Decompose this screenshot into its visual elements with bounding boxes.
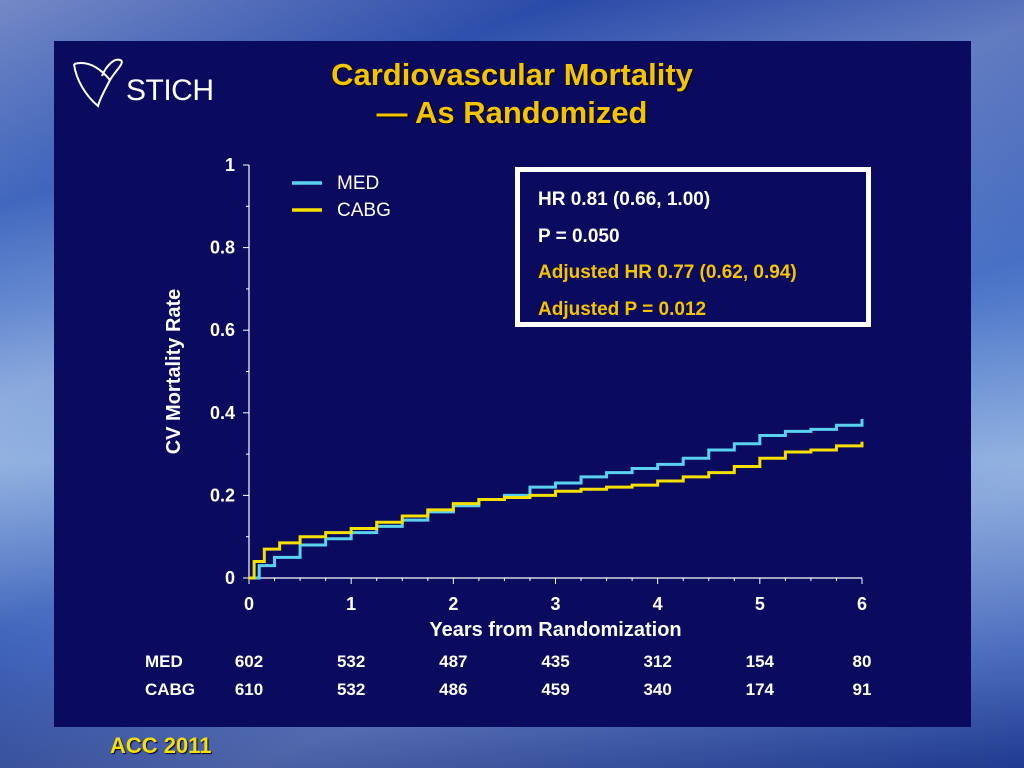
title-line-2: — As Randomized	[376, 95, 648, 130]
risk-table-row-label: MED	[145, 652, 183, 671]
risk-table-cell: 487	[439, 652, 467, 671]
legend-label-cabg: CABG	[337, 200, 391, 221]
risk-table-cell: 80	[853, 652, 872, 671]
x-tick-label: 6	[857, 594, 867, 614]
risk-table-row-label: CABG	[145, 680, 195, 699]
heart-ribbon-icon	[73, 58, 123, 108]
risk-table-cell: 602	[235, 652, 263, 671]
stats-box: HR 0.81 (0.66, 1.00) P = 0.050 Adjusted …	[515, 167, 871, 327]
x-tick-label: 5	[755, 594, 765, 614]
stat-adjusted-hr: Adjusted HR 0.77 (0.62, 0.94)	[538, 262, 797, 283]
risk-table-cell: 610	[235, 680, 263, 699]
stat-hr: HR 0.81 (0.66, 1.00)	[538, 189, 711, 210]
series-line-cabg	[249, 441, 864, 580]
footer-label: ACC 2011	[110, 733, 212, 758]
risk-table-cell: 174	[746, 680, 775, 699]
y-tick-label: 0.6	[210, 320, 235, 340]
logo-text: STICH	[126, 74, 214, 107]
legend-label-med: MED	[337, 173, 379, 194]
risk-table-cell: 459	[541, 680, 569, 699]
slide-panel	[54, 41, 971, 727]
slide-title: Cardiovascular Mortality — As Randomized	[300, 56, 724, 132]
title-line-1: Cardiovascular Mortality	[331, 57, 693, 92]
risk-table-cell: 312	[643, 652, 671, 671]
y-tick-label: 0.8	[210, 238, 235, 258]
series-line-med	[249, 418, 864, 580]
x-tick-label: 3	[550, 594, 560, 614]
stat-p: P = 0.050	[538, 225, 620, 247]
risk-table-cell: 486	[439, 680, 467, 699]
x-tick-label: 4	[653, 594, 663, 614]
y-axis-label: CV Mortality Rate	[163, 289, 185, 455]
x-tick-label: 0	[244, 594, 254, 614]
risk-table-cell: 532	[337, 652, 365, 671]
y-tick-label: 0.4	[210, 403, 235, 423]
y-tick-label: 1	[225, 155, 235, 175]
x-tick-label: 2	[448, 594, 458, 614]
y-tick-label: 0	[225, 568, 235, 588]
stat-adjusted-p: Adjusted P = 0.012	[538, 298, 707, 320]
y-tick-label: 0.2	[210, 485, 235, 505]
risk-table-cell: 340	[643, 680, 671, 699]
risk-table-cell: 91	[853, 680, 872, 699]
risk-table-cell: 435	[541, 652, 569, 671]
risk-table-cell: 154	[746, 652, 775, 671]
risk-table-cell: 532	[337, 680, 365, 699]
x-axis-label: Years from Randomization	[429, 619, 681, 641]
x-tick-label: 1	[346, 594, 356, 614]
